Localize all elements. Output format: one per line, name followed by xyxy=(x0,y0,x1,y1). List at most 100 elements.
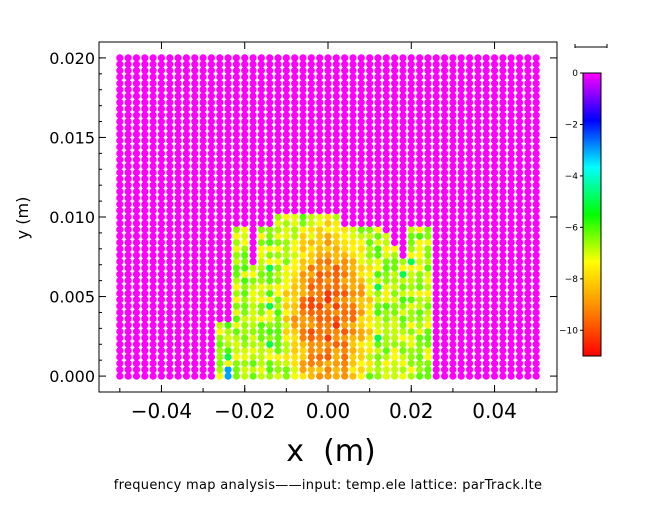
data-point xyxy=(282,168,290,177)
data-point xyxy=(232,105,240,113)
data-point xyxy=(407,321,415,329)
data-point xyxy=(332,327,340,336)
data-point xyxy=(349,168,357,177)
data-point xyxy=(182,232,191,240)
data-point xyxy=(341,79,349,87)
data-point xyxy=(307,111,315,119)
data-point xyxy=(141,302,149,310)
data-point xyxy=(407,200,415,208)
data-point xyxy=(432,257,440,266)
data-point xyxy=(174,175,182,183)
data-point xyxy=(141,257,149,266)
data-point xyxy=(366,149,374,157)
data-point xyxy=(349,156,357,164)
data-point xyxy=(174,143,182,151)
data-point xyxy=(291,353,299,361)
data-point xyxy=(274,194,282,202)
data-point xyxy=(149,98,157,107)
data-point xyxy=(416,327,424,336)
data-point xyxy=(407,302,415,310)
data-point xyxy=(149,149,157,157)
data-point xyxy=(515,289,524,297)
data-point xyxy=(291,137,299,145)
data-point xyxy=(341,137,349,145)
data-point xyxy=(174,347,182,355)
data-point xyxy=(149,366,157,374)
data-point xyxy=(257,264,265,272)
data-point xyxy=(399,92,407,100)
data-point xyxy=(407,143,415,151)
data-point xyxy=(266,98,274,107)
data-point xyxy=(507,60,515,68)
data-point xyxy=(191,302,199,310)
data-point xyxy=(449,156,457,164)
data-point xyxy=(191,245,199,253)
data-point xyxy=(399,162,407,170)
data-point xyxy=(382,257,390,266)
data-point xyxy=(174,340,182,348)
data-point xyxy=(241,181,249,189)
colorbar-gradient-bar xyxy=(582,72,602,357)
data-point xyxy=(324,257,332,266)
data-point xyxy=(457,213,465,221)
data-point xyxy=(490,353,499,361)
data-point xyxy=(116,60,124,68)
data-point xyxy=(499,105,507,113)
data-point xyxy=(191,347,199,355)
data-point xyxy=(349,60,357,68)
data-point xyxy=(490,143,499,151)
data-point xyxy=(149,347,157,355)
data-point xyxy=(266,296,274,304)
data-point xyxy=(199,213,207,221)
data-point xyxy=(199,187,207,196)
data-point xyxy=(399,340,407,348)
data-point xyxy=(482,226,490,234)
data-point xyxy=(357,372,365,380)
data-point xyxy=(299,117,307,126)
data-point xyxy=(166,308,174,317)
data-point xyxy=(124,111,132,119)
data-point xyxy=(515,315,524,323)
data-point xyxy=(465,156,474,164)
data-point xyxy=(266,308,274,317)
data-point xyxy=(324,232,332,240)
data-point xyxy=(257,257,265,266)
data-point xyxy=(465,270,474,278)
data-point xyxy=(324,181,332,189)
data-point xyxy=(266,251,274,259)
data-point xyxy=(116,321,124,329)
data-point xyxy=(424,130,432,138)
data-point xyxy=(499,251,507,259)
data-point xyxy=(307,251,315,259)
data-point xyxy=(282,143,290,151)
data-point xyxy=(457,289,465,297)
data-point xyxy=(407,73,415,81)
colorbar-tick-label: −10 xyxy=(559,326,578,336)
data-point xyxy=(490,270,499,278)
data-point xyxy=(249,289,257,297)
data-point xyxy=(249,257,257,266)
data-point xyxy=(207,238,216,247)
data-point xyxy=(257,175,265,183)
data-point xyxy=(282,105,290,113)
data-point xyxy=(216,117,224,126)
data-point xyxy=(132,232,141,240)
data-point xyxy=(515,296,524,304)
data-point xyxy=(499,257,507,266)
data-point xyxy=(274,162,282,170)
data-point xyxy=(282,372,290,380)
data-point xyxy=(241,79,249,87)
data-point xyxy=(366,296,374,304)
data-point xyxy=(424,321,432,329)
data-point xyxy=(199,130,207,138)
data-point xyxy=(174,245,182,253)
data-point xyxy=(124,359,132,367)
data-point xyxy=(432,207,440,215)
data-point xyxy=(349,73,357,81)
data-point xyxy=(141,54,149,62)
data-point xyxy=(132,98,141,107)
data-point xyxy=(374,86,382,94)
data-point xyxy=(141,92,149,100)
data-point xyxy=(266,353,274,361)
data-point xyxy=(382,226,390,234)
